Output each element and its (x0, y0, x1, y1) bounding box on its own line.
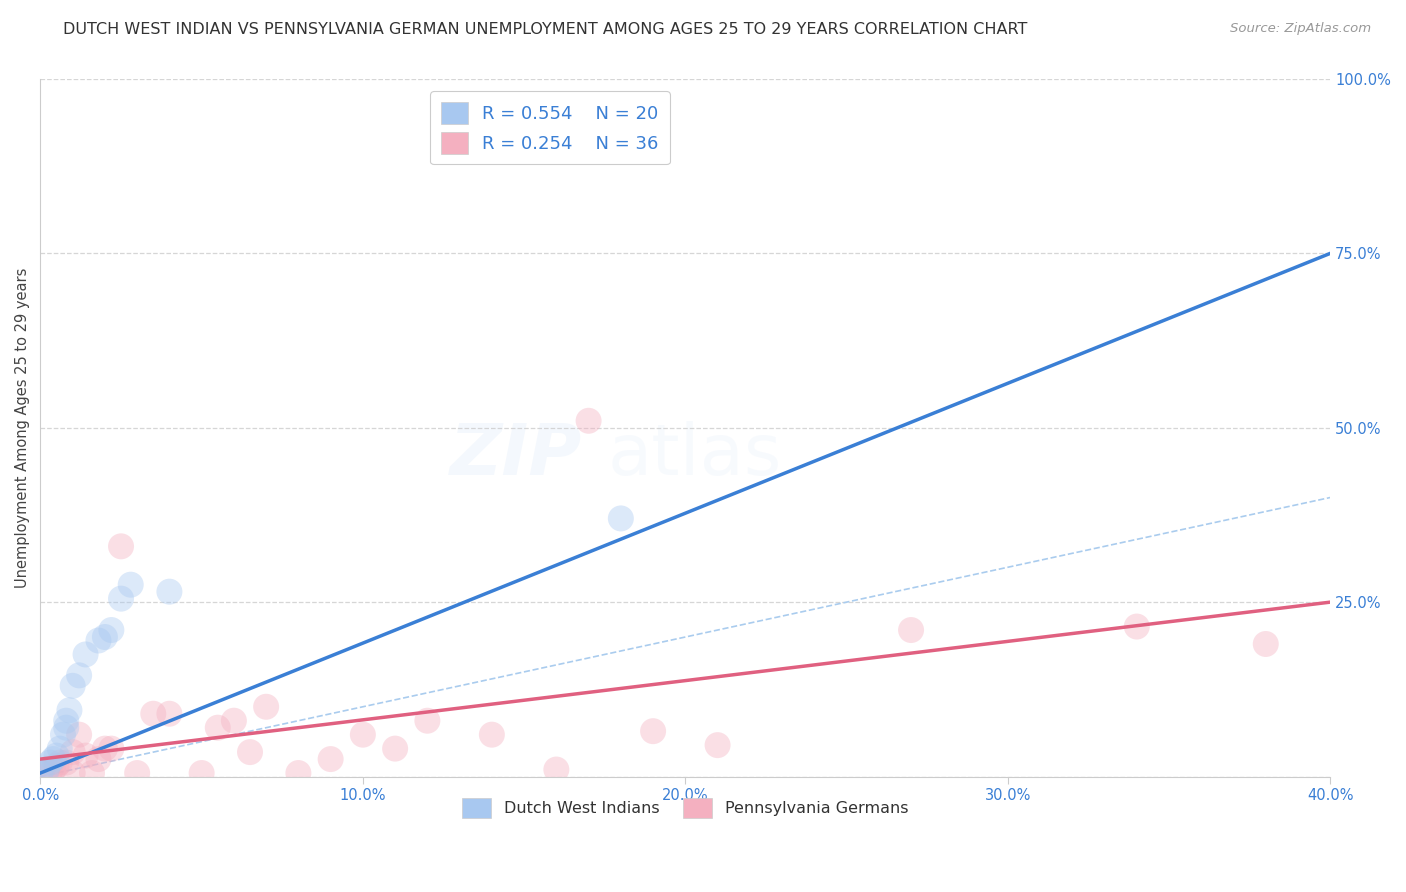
Point (75, 748, 97, 763)
Point (142, 706, 165, 721)
Point (416, 714, 439, 728)
Text: atlas: atlas (607, 421, 782, 490)
Point (75, 648, 97, 662)
Point (67, 668, 90, 682)
Point (42, 763, 65, 777)
Point (100, 741, 122, 756)
Point (190, 766, 212, 780)
Point (42, 752, 65, 766)
Point (80, 766, 103, 780)
Point (39, 756, 62, 770)
Y-axis label: Unemployment Among Ages 25 to 29 years: Unemployment Among Ages 25 to 29 years (15, 268, 30, 588)
Text: ZIP: ZIP (450, 421, 582, 490)
Point (900, 623, 922, 637)
Point (39, 764, 62, 778)
Point (222, 714, 245, 728)
Point (120, 577, 142, 591)
Point (157, 584, 180, 599)
Point (643, 724, 665, 739)
Point (94, 630, 117, 644)
Point (352, 728, 374, 742)
Text: Source: ZipAtlas.com: Source: ZipAtlas.com (1230, 22, 1371, 36)
Point (127, 766, 149, 780)
Point (35, 766, 58, 780)
Legend: Dutch West Indians, Pennsylvania Germans: Dutch West Indians, Pennsylvania Germans (456, 792, 915, 824)
Point (578, 414, 600, 428)
Point (45, 759, 67, 773)
Point (52, 728, 75, 742)
Point (62, 766, 84, 780)
Point (58, 703, 80, 717)
Point (239, 745, 262, 759)
Point (481, 728, 503, 742)
Point (110, 539, 132, 553)
Point (706, 738, 728, 752)
Point (287, 766, 309, 780)
Point (1254, 637, 1277, 651)
Point (35, 763, 58, 777)
Point (49, 741, 72, 756)
Point (1126, 619, 1149, 633)
Point (87, 752, 110, 766)
Point (87, 633, 110, 648)
Point (157, 706, 180, 721)
Point (100, 623, 122, 637)
Point (207, 721, 229, 735)
Point (67, 728, 90, 742)
Point (610, 511, 633, 525)
Point (55, 714, 77, 728)
Point (45, 748, 67, 763)
Point (62, 745, 84, 759)
Point (49, 756, 72, 770)
Point (110, 591, 132, 606)
Point (62, 679, 84, 693)
Text: DUTCH WEST INDIAN VS PENNSYLVANIA GERMAN UNEMPLOYMENT AMONG AGES 25 TO 29 YEARS : DUTCH WEST INDIAN VS PENNSYLVANIA GERMAN… (63, 22, 1028, 37)
Point (384, 741, 406, 756)
Point (319, 752, 342, 766)
Point (94, 741, 117, 756)
Point (254, 699, 277, 714)
Point (55, 756, 77, 770)
Point (30, 766, 52, 780)
Point (55, 721, 77, 735)
Point (546, 763, 568, 777)
